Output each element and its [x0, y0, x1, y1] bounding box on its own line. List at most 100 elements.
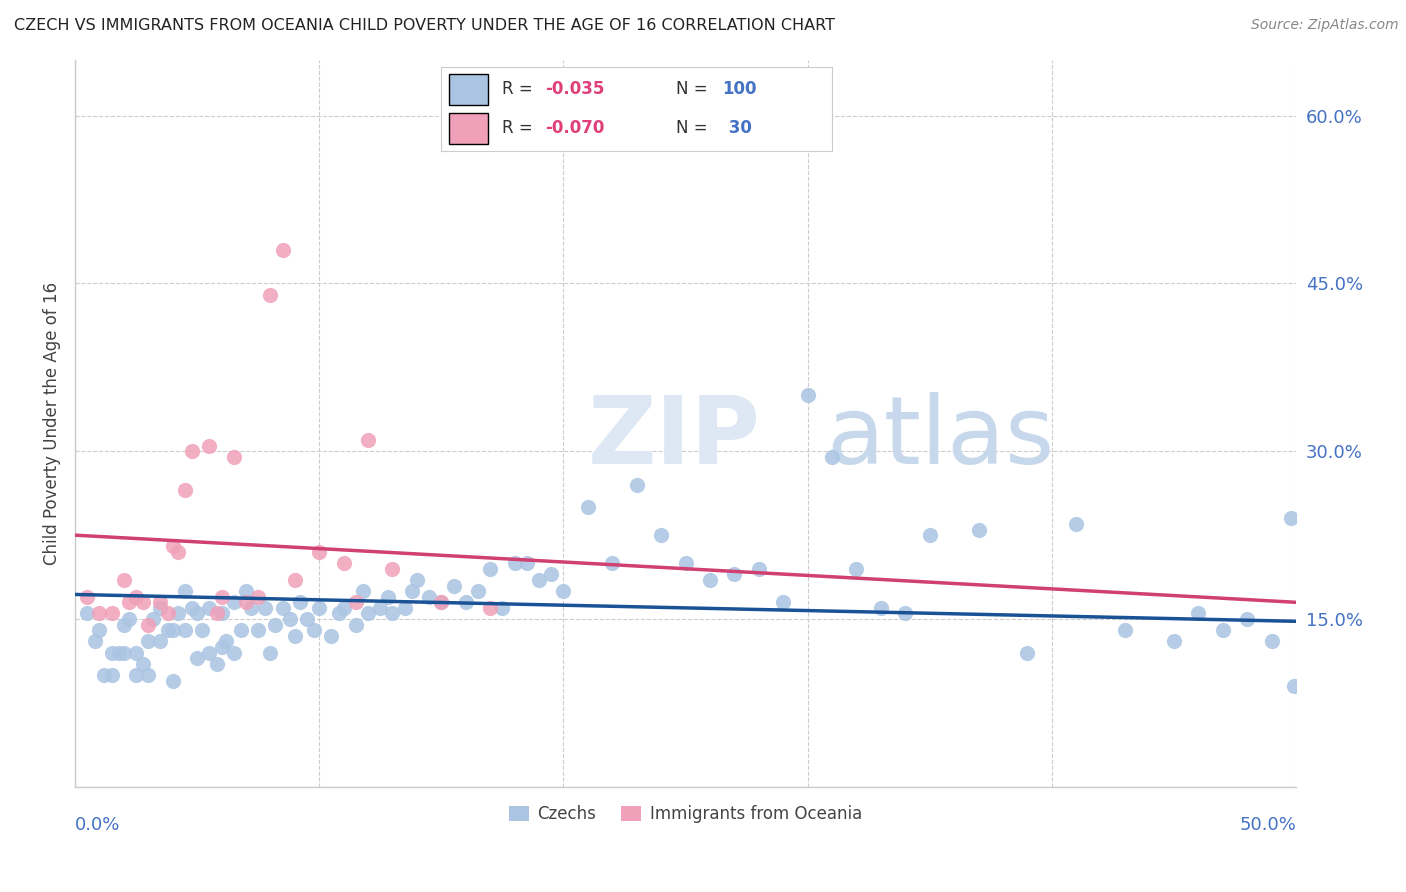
- Point: [205, 657, 228, 671]
- Point: [308, 600, 330, 615]
- Point: [845, 562, 868, 576]
- Point: [162, 539, 184, 553]
- Point: [1163, 634, 1185, 648]
- Point: [211, 640, 233, 654]
- Point: [288, 595, 311, 609]
- Point: [516, 556, 538, 570]
- Point: [304, 624, 326, 638]
- Point: [166, 607, 188, 621]
- Point: [894, 607, 917, 621]
- Point: [222, 646, 245, 660]
- Point: [136, 617, 159, 632]
- Point: [89, 624, 111, 638]
- Point: [321, 629, 343, 643]
- Point: [259, 287, 281, 301]
- Point: [430, 595, 453, 609]
- Point: [626, 478, 648, 492]
- Point: [553, 584, 575, 599]
- Point: [723, 567, 745, 582]
- Point: [191, 624, 214, 638]
- Point: [149, 600, 172, 615]
- Point: [650, 528, 672, 542]
- Point: [239, 600, 262, 615]
- Point: [211, 607, 233, 621]
- Point: [418, 590, 440, 604]
- Point: [222, 595, 245, 609]
- Point: [174, 584, 197, 599]
- Point: [222, 450, 245, 464]
- Point: [198, 646, 221, 660]
- Point: [132, 595, 155, 609]
- Point: [540, 567, 562, 582]
- Point: [136, 634, 159, 648]
- Point: [100, 607, 122, 621]
- Point: [166, 545, 188, 559]
- Point: [142, 612, 165, 626]
- Point: [156, 624, 179, 638]
- Text: CZECH VS IMMIGRANTS FROM OCEANIA CHILD POVERTY UNDER THE AGE OF 16 CORRELATION C: CZECH VS IMMIGRANTS FROM OCEANIA CHILD P…: [14, 18, 835, 33]
- Point: [125, 646, 148, 660]
- Point: [344, 595, 367, 609]
- Point: [112, 617, 135, 632]
- Point: [229, 624, 252, 638]
- Point: [271, 243, 294, 257]
- Point: [198, 600, 221, 615]
- Point: [1017, 646, 1039, 660]
- Point: [772, 595, 794, 609]
- Point: [108, 646, 131, 660]
- Point: [381, 562, 404, 576]
- Point: [295, 612, 318, 626]
- Point: [479, 600, 502, 615]
- Text: Source: ZipAtlas.com: Source: ZipAtlas.com: [1251, 18, 1399, 32]
- Point: [352, 584, 374, 599]
- Point: [401, 584, 423, 599]
- Point: [271, 600, 294, 615]
- Point: [1114, 624, 1136, 638]
- Point: [132, 657, 155, 671]
- Point: [675, 556, 697, 570]
- Point: [89, 607, 111, 621]
- Point: [491, 600, 513, 615]
- Point: [821, 450, 844, 464]
- Point: [118, 595, 141, 609]
- Point: [83, 634, 105, 648]
- Point: [284, 573, 307, 587]
- Point: [1064, 516, 1087, 531]
- Y-axis label: Child Poverty Under the Age of 16: Child Poverty Under the Age of 16: [44, 282, 60, 565]
- Point: [430, 595, 453, 609]
- Point: [527, 573, 550, 587]
- Point: [254, 600, 277, 615]
- Legend: Czechs, Immigrants from Oceania: Czechs, Immigrants from Oceania: [502, 798, 869, 830]
- Point: [332, 600, 354, 615]
- Point: [186, 607, 208, 621]
- Point: [174, 624, 197, 638]
- Point: [149, 595, 172, 609]
- Point: [162, 673, 184, 688]
- Text: 50.0%: 50.0%: [1239, 816, 1296, 834]
- Point: [211, 590, 233, 604]
- Text: 0.0%: 0.0%: [75, 816, 121, 834]
- Point: [264, 617, 287, 632]
- Point: [918, 528, 941, 542]
- Point: [454, 595, 477, 609]
- Point: [100, 646, 122, 660]
- Point: [156, 607, 179, 621]
- Point: [479, 562, 502, 576]
- Point: [308, 545, 330, 559]
- Point: [118, 612, 141, 626]
- Text: atlas: atlas: [825, 392, 1054, 483]
- Point: [205, 607, 228, 621]
- Point: [247, 590, 270, 604]
- Point: [394, 600, 416, 615]
- Point: [100, 668, 122, 682]
- Point: [162, 624, 184, 638]
- Point: [186, 651, 208, 665]
- Point: [125, 668, 148, 682]
- Point: [467, 584, 489, 599]
- Point: [699, 573, 721, 587]
- Point: [235, 595, 257, 609]
- Point: [125, 590, 148, 604]
- Point: [247, 624, 270, 638]
- Point: [443, 578, 465, 592]
- Point: [796, 388, 818, 402]
